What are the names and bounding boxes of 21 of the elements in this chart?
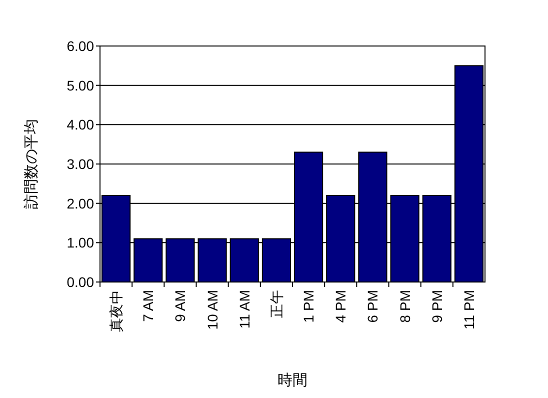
y-tick-label: 1.00 bbox=[66, 234, 94, 251]
x-tick-label: 正午 bbox=[268, 290, 284, 318]
x-tick-label: 7 AM bbox=[140, 290, 156, 322]
y-tick-label: 6.00 bbox=[66, 38, 94, 54]
x-tick-label: 1 PM bbox=[300, 290, 317, 323]
x-tick-label: 8 PM bbox=[396, 290, 413, 323]
y-tick-label: 0.00 bbox=[66, 274, 94, 290]
y-tick-label: 3.00 bbox=[66, 156, 94, 172]
y-tick-label: 2.00 bbox=[66, 195, 94, 212]
x-tick-label: 10 AM bbox=[204, 290, 220, 330]
x-tick-label: 9 AM bbox=[172, 290, 188, 322]
x-tick-label: 11 AM bbox=[236, 290, 252, 329]
y-tick-label: 5.00 bbox=[66, 77, 94, 94]
x-tick-label: 11 PM bbox=[460, 290, 477, 330]
x-tick-label: 9 PM bbox=[428, 290, 445, 323]
x-tick-label: 4 PM bbox=[332, 290, 349, 323]
y-axis-title: 訪問数の平均 bbox=[23, 119, 40, 209]
x-axis-title: 時間 bbox=[278, 372, 308, 389]
x-tick-label: 真夜中 bbox=[108, 290, 124, 332]
y-tick-label: 4.00 bbox=[66, 116, 94, 133]
x-tick-label: 6 PM bbox=[364, 290, 381, 323]
